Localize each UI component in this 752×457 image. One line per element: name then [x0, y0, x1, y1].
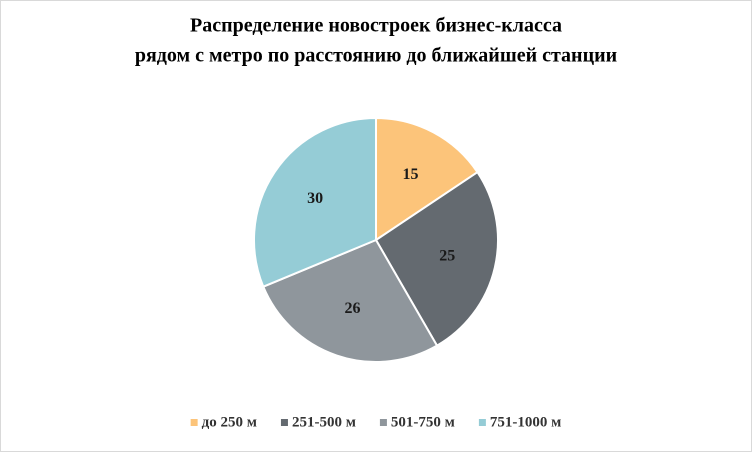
chart-title: рядом с метро по расстоянию до ближайшей… — [135, 45, 617, 67]
pie-slice — [374, 170, 499, 348]
data-label: 15 — [403, 166, 419, 183]
pie-slice — [253, 116, 377, 288]
legend-label: 501-750 м — [391, 414, 455, 430]
legend-swatch — [379, 419, 387, 426]
chart-title: Распределение новостроек бизнес-класса — [190, 15, 562, 37]
data-label: 25 — [439, 247, 455, 264]
legend-label: 751-1000 м — [490, 414, 561, 430]
data-label: 26 — [344, 300, 360, 317]
pie-slice — [375, 116, 479, 242]
legend-label: до 250 м — [202, 414, 257, 430]
legend-swatch — [190, 419, 198, 426]
data-label: 30 — [307, 190, 323, 207]
pie-slice — [261, 238, 439, 363]
legend-swatch — [478, 419, 486, 426]
legend-swatch — [280, 419, 288, 426]
legend-label: 251-500 м — [292, 414, 356, 430]
